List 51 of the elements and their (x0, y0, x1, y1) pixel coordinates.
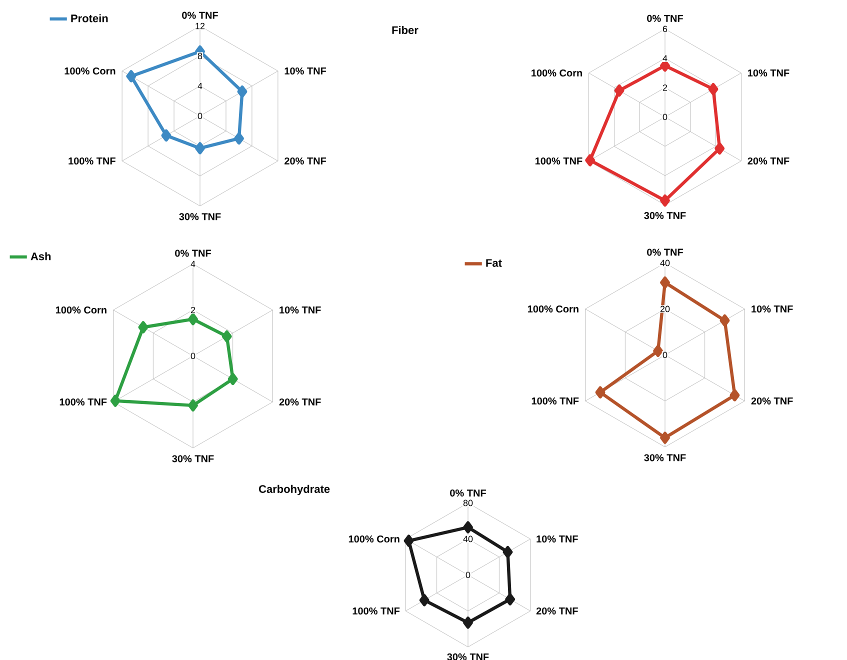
spoke-label: 100% Corn (64, 67, 116, 75)
spoke-label: 30% TNF (644, 212, 686, 220)
legend-label: Fat (486, 259, 502, 267)
chart-title: Carbohydrate (258, 484, 330, 496)
spoke-label: 0% TNF (182, 12, 218, 19)
spoke-label: 30% TNF (172, 455, 214, 462)
spoke-label: 10% TNF (748, 69, 790, 77)
spoke-label: 100% TNF (68, 157, 116, 165)
spoke-label: 20% TNF (748, 157, 790, 165)
spoke-label: 100% TNF (352, 607, 400, 615)
text: Fiber (392, 26, 418, 34)
spoke-label: 10% TNF (536, 535, 578, 543)
y-tick-label: 4 (662, 55, 668, 62)
spoke-label: 100% TNF (532, 397, 579, 405)
spoke-label: 10% TNF (280, 306, 321, 314)
spoke-label: 30% TNF (644, 454, 686, 462)
spoke-label: 100% TNF (60, 398, 107, 406)
y-tick-label: 0 (662, 352, 668, 358)
spoke-label: 0% TNF (647, 14, 683, 22)
y-tick-label: 0 (662, 114, 668, 120)
spoke-label: 10% TNF (284, 67, 326, 75)
y-tick-label: 2 (190, 306, 196, 314)
y-tick-label: 12 (196, 22, 205, 30)
y-tick-label: 0 (190, 352, 196, 360)
spoke-label: 0% TNF (450, 489, 486, 497)
legend-label: Ash (30, 252, 51, 260)
spoke-label: 100% Corn (528, 305, 578, 313)
spoke-label: 100% Corn (56, 306, 106, 314)
spoke-label: 20% TNF (279, 398, 321, 406)
y-tick-label: 8 (198, 52, 202, 60)
y-tick-label: 0 (466, 572, 470, 578)
spoke-label: 100% Corn (532, 69, 582, 77)
spoke-label: 20% TNF (536, 607, 578, 615)
y-tick-label: 40 (463, 536, 473, 542)
y-tick-label: 80 (463, 500, 473, 506)
y-tick-label: 40 (660, 260, 670, 266)
y-tick-label: 20 (660, 306, 670, 312)
spoke-label: 0% TNF (647, 248, 683, 256)
spoke-label: 100% TNF (535, 157, 582, 165)
spoke-label: 10% TNF (752, 305, 793, 313)
legend-label: Protein (71, 14, 108, 22)
spoke-label: 20% TNF (751, 397, 793, 405)
y-tick-label: 0 (198, 112, 202, 120)
y-tick-label: 2 (662, 84, 668, 91)
spoke-label: 0% TNF (175, 250, 211, 257)
spoke-label: 20% TNF (284, 157, 326, 165)
y-tick-label: 4 (190, 260, 196, 268)
y-tick-label: 4 (198, 82, 202, 90)
y-tick-label: 6 (662, 26, 668, 32)
spoke-label: 100% Corn (348, 535, 400, 543)
spoke-label: 30% TNF (179, 213, 221, 220)
